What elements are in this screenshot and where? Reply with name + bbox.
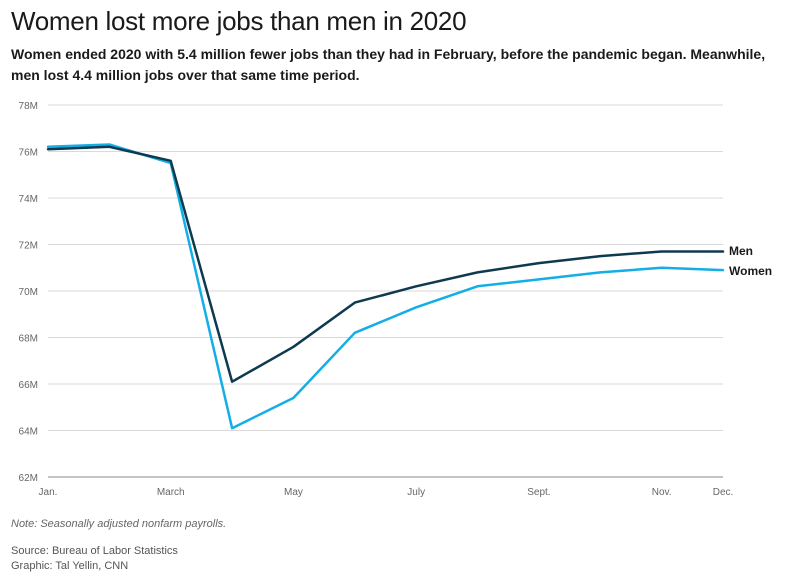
y-axis-ticks: 62M 64M 66M 68M 70M 72M 74M 76M 78M [19, 101, 38, 484]
y-tick-label: 72M [19, 241, 38, 252]
y-tick-label: 62M [19, 473, 38, 484]
chart-title: Women lost more jobs than men in 2020 [11, 6, 467, 36]
x-tick-label: Nov. [652, 487, 672, 498]
grid-lines [48, 104, 723, 478]
line-chart: 62M 64M 66M 68M 70M 72M 74M 76M 78M Jan. March May… [19, 101, 773, 498]
x-tick-label: Sept. [527, 487, 550, 498]
series-line-men [46, 145, 725, 383]
x-tick-label: Dec. [713, 487, 734, 498]
y-tick-label: 68M [19, 334, 38, 345]
y-tick-label: 74M [19, 194, 38, 205]
series-labels: Men Women [729, 244, 772, 278]
y-tick-label: 76M [19, 148, 38, 159]
series-lines [46, 143, 725, 430]
y-tick-label: 64M [19, 427, 38, 438]
chart-credit: Graphic: Tal Yellin, CNN [11, 560, 129, 572]
x-axis-ticks: Jan. March May July Sept. Nov. Dec. [39, 487, 734, 498]
series-line-women [46, 143, 725, 430]
chart-note: Note: Seasonally adjusted nonfarm payrol… [11, 518, 227, 530]
series-label-men: Men [729, 244, 753, 258]
chart-source: Source: Bureau of Labor Statistics [11, 545, 178, 557]
x-tick-label: July [407, 487, 425, 498]
y-tick-label: 78M [19, 101, 38, 112]
x-tick-label: Jan. [39, 487, 58, 498]
chart-subtitle: Women ended 2020 with 5.4 million fewer … [11, 46, 766, 83]
y-tick-label: 66M [19, 380, 38, 391]
x-tick-label: May [284, 487, 303, 498]
series-label-women: Women [729, 264, 772, 278]
y-tick-label: 70M [19, 287, 38, 298]
x-tick-label: March [157, 487, 185, 498]
